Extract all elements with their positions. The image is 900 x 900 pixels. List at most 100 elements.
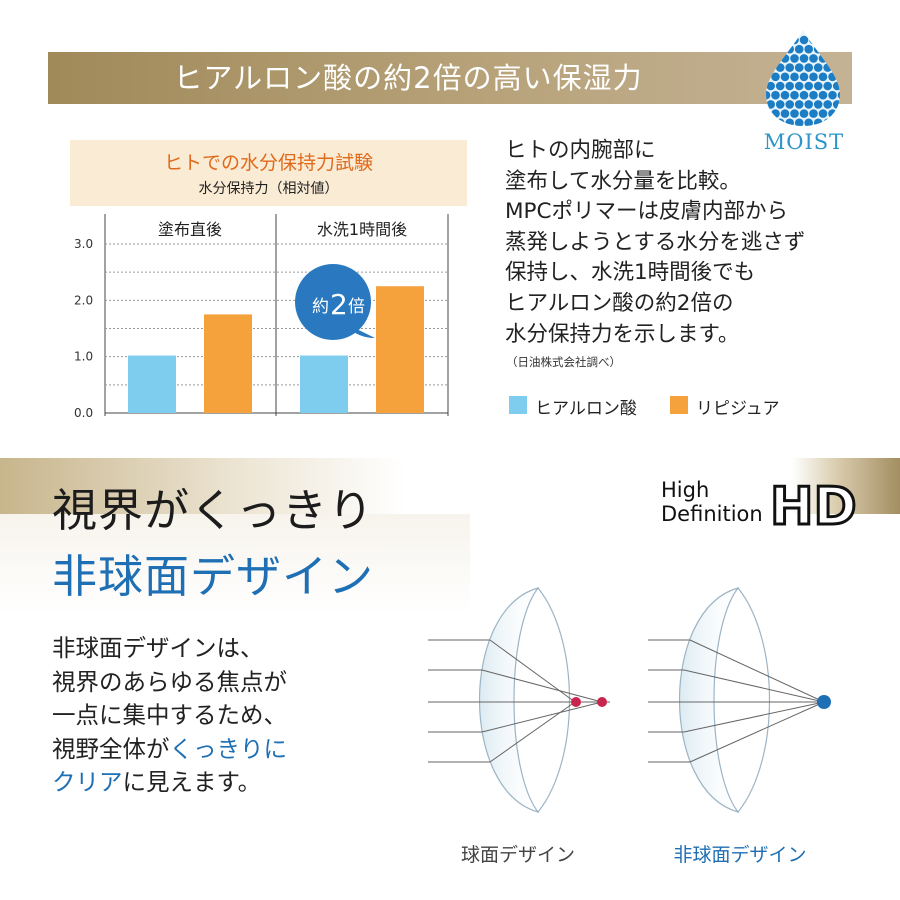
focal-point-dot	[597, 697, 607, 707]
drop-dot	[842, 82, 844, 91]
caption-spherical: 球面デザイン	[460, 844, 575, 866]
drop-dot	[799, 54, 809, 63]
drop-dot	[832, 118, 840, 126]
source-note: （日油株式会社調べ）	[506, 355, 621, 369]
drop-dot	[809, 35, 818, 45]
drop-dot	[799, 109, 809, 118]
body-line: 一点に集中するため、	[52, 701, 287, 729]
drop-dot	[813, 44, 823, 54]
drop-dot	[813, 63, 823, 72]
drop-dot	[818, 54, 828, 63]
title-banner	[48, 52, 852, 104]
drop-dot	[766, 35, 771, 45]
drop-dot	[804, 100, 813, 109]
chart-header	[70, 140, 467, 206]
bar	[300, 355, 348, 413]
moist-drop-icon	[766, 30, 844, 128]
drop-dot	[771, 72, 780, 82]
drop-dot	[785, 118, 795, 126]
y-tick-label: 2.0	[74, 293, 93, 307]
section-heading-line2: 非球面デザイン	[52, 550, 375, 603]
drop-dot	[818, 90, 828, 100]
drop-dot	[804, 63, 813, 72]
drop-dot	[766, 109, 771, 118]
drop-dot	[780, 72, 790, 82]
svg-text:HD: HD	[770, 477, 857, 530]
body-line: 視界のあらゆる焦点が	[52, 667, 287, 696]
drop-dot	[790, 35, 799, 45]
drop-dot	[842, 45, 844, 54]
drop-dot	[775, 44, 785, 54]
drop-dot	[790, 54, 799, 63]
drop-dot	[837, 54, 840, 63]
drop-dot	[771, 35, 780, 45]
drop-dot	[766, 44, 775, 54]
drop-dot	[790, 109, 799, 118]
description-line: 水分保持力を示します。	[505, 321, 740, 347]
drop-dot	[837, 35, 840, 45]
drop-dot	[818, 35, 828, 45]
drop-dot	[818, 72, 828, 82]
drop-dot	[780, 54, 790, 63]
drop-dot	[790, 72, 799, 82]
drop-dot	[828, 35, 837, 45]
drop-dot	[799, 72, 809, 82]
callout-bubble: 約 2 倍	[295, 264, 375, 340]
moist-label: MOIST	[763, 130, 845, 154]
drop-dot	[794, 44, 804, 54]
bar	[376, 286, 424, 413]
drop-dot	[809, 109, 818, 118]
drop-dot	[785, 81, 794, 91]
drop-dot	[794, 81, 804, 91]
drop-dot	[794, 118, 804, 126]
description: ヒトの内腕部に 塗布して水分量を比較。 MPCポリマーは皮膚内部から 蒸発しよう…	[505, 136, 850, 350]
spherical-lens	[428, 586, 610, 814]
hd-badge-high: High	[661, 478, 710, 502]
description-line: 塗布して水分量を比較。	[505, 168, 741, 194]
drop-dot	[794, 63, 804, 72]
legend-label-lipidure: リピジュア	[696, 399, 780, 419]
drop-dot	[828, 54, 837, 63]
legend-swatch-hyaluronic	[509, 396, 527, 414]
callout-prefix: 約	[312, 297, 329, 317]
y-tick-label: 3.0	[74, 237, 93, 251]
drop-dot	[771, 54, 780, 63]
body-line: クリアに見えます。	[52, 766, 287, 800]
drop-dot	[813, 81, 823, 91]
focal-point-dot	[817, 695, 831, 709]
drop-dot	[771, 109, 780, 118]
hd-logo-icon: HD	[769, 476, 859, 530]
body-text-highlight: クリア	[52, 768, 123, 796]
drop-dot	[785, 63, 794, 72]
callout-suffix: 倍	[348, 297, 365, 317]
banner-title: ヒアルロン酸の約2倍の高い保湿力	[173, 61, 643, 95]
drop-dot	[823, 118, 832, 126]
y-tick-label: 0.0	[74, 406, 93, 420]
body-line: 視野全体がくっきりに	[52, 733, 287, 767]
bar	[128, 355, 176, 413]
body-text-highlight: くっきりに	[169, 734, 288, 763]
y-tick-label: 1.0	[74, 350, 93, 364]
description-line: 保持し、水洗1時間後でも	[505, 260, 756, 286]
description-line: MPCポリマーは皮膚内部から	[505, 199, 789, 225]
drop-dot	[785, 44, 794, 54]
bar	[204, 314, 252, 413]
lens-diagram	[428, 586, 831, 814]
drop-dot	[809, 90, 818, 100]
aspherical-lens	[648, 586, 831, 814]
drop-dot	[823, 44, 832, 54]
drop-dot	[813, 100, 823, 109]
callout-value: 2	[330, 288, 348, 321]
drop-dot	[780, 109, 790, 118]
drop-dot	[809, 54, 818, 63]
chart-title: ヒトでの水分保持力試験	[163, 152, 373, 174]
drop-dot	[842, 119, 844, 128]
drop-dot	[842, 100, 844, 109]
drop-dot	[766, 63, 775, 72]
drop-dot	[804, 44, 813, 54]
bar-chart: 塗布直後 水洗1時間後 3.0 2.0 1.0 0.0 約 2 倍	[74, 214, 449, 420]
drop-dot	[780, 90, 790, 100]
section-heading-line1: 視界がくっきり	[52, 484, 375, 537]
drop-dot	[799, 90, 809, 100]
drop-dot	[794, 100, 804, 109]
